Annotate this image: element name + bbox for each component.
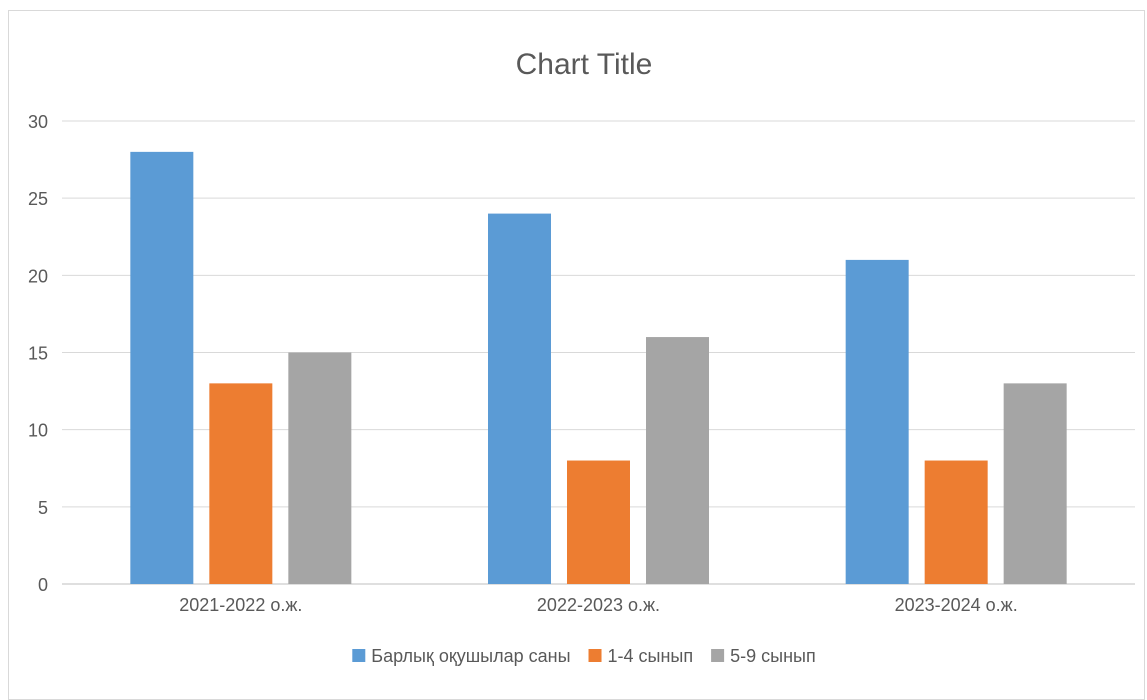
legend-label: 5-9 сынып <box>730 646 816 666</box>
y-tick-label: 5 <box>38 498 48 518</box>
bar <box>924 460 988 584</box>
legend-swatch <box>352 649 366 662</box>
y-tick-label: 20 <box>28 266 48 286</box>
bar <box>488 213 551 584</box>
chart-title: Chart Title <box>516 48 653 81</box>
legend-item: Барлық оқушылар саны <box>352 646 571 666</box>
x-tick-label: 2023-2024 о.ж. <box>895 595 1018 615</box>
legend: Барлық оқушылар саны 1-4 сынып 5-9 сынып <box>352 646 816 666</box>
legend-label: 1-4 сынып <box>608 646 694 666</box>
legend-item: 5-9 сынып <box>711 646 816 666</box>
y-tick-label: 0 <box>38 575 48 595</box>
legend-swatch <box>711 649 725 662</box>
y-tick-label: 10 <box>28 421 48 441</box>
bar <box>567 460 630 584</box>
y-axis: 0 5 10 15 20 25 30 <box>28 112 48 595</box>
bar <box>646 337 709 584</box>
y-tick-label: 25 <box>28 189 48 209</box>
bar <box>1003 383 1067 584</box>
x-tick-label: 2021-2022 о.ж. <box>179 595 302 615</box>
y-tick-label: 15 <box>28 344 48 364</box>
bars <box>130 151 1067 584</box>
x-axis: 2021-2022 о.ж. 2022-2023 о.ж. 2023-2024 о.… <box>179 595 1017 615</box>
legend-swatch <box>588 649 602 662</box>
chart-area <box>8 10 1145 700</box>
legend-label: Барлық оқушылар саны <box>371 646 570 666</box>
legend-item: 1-4 сынып <box>588 646 694 666</box>
bar <box>845 259 909 584</box>
bar <box>209 383 273 584</box>
bar <box>288 352 352 584</box>
bar <box>130 151 194 584</box>
x-tick-label: 2022-2023 о.ж. <box>537 595 660 615</box>
y-tick-label: 30 <box>28 112 48 132</box>
